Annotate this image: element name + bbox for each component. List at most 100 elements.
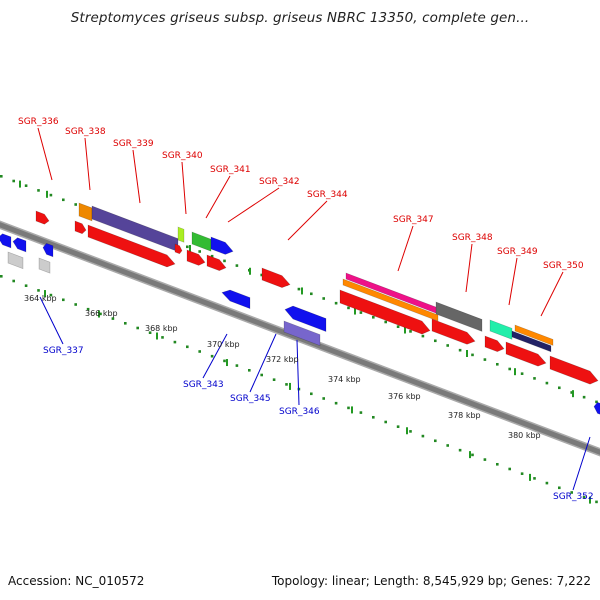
gene-arrow[interactable] — [549, 355, 599, 385]
gene-arrow[interactable] — [221, 289, 251, 310]
scale-dot — [446, 344, 449, 347]
scale-dot — [483, 458, 487, 461]
gene-arrow[interactable] — [38, 257, 51, 274]
gene-label[interactable]: SGR_349 — [497, 247, 538, 257]
gene-label[interactable]: SGR_338 — [65, 127, 106, 137]
gene-arrow[interactable] — [511, 330, 552, 353]
gene-label[interactable]: SGR_347 — [393, 215, 434, 225]
scale-dot — [384, 320, 387, 324]
gene-arrow[interactable] — [339, 289, 431, 335]
scale-dot — [24, 284, 28, 287]
scale-dot — [248, 368, 251, 372]
scale-label: 378 kbp — [448, 411, 481, 420]
gene-labels[interactable]: 364 kbp 366 kbp 368 kbp 370 kbp 372 kbp 374 k… — [18, 117, 594, 502]
page-title: Streptomyces griseus subsp. griseus NBRC… — [70, 10, 530, 26]
gene-arrow[interactable] — [12, 237, 27, 253]
scale-dot — [409, 430, 412, 433]
scale-dot — [136, 326, 139, 330]
scale-dot — [74, 303, 77, 306]
gene-arrow[interactable] — [284, 305, 327, 332]
gene-label[interactable]: SGR_337 — [43, 346, 84, 356]
gene-label[interactable]: SGR_336 — [18, 117, 59, 127]
scale-label: 376 kbp — [388, 392, 421, 401]
scale-dot — [186, 245, 189, 249]
scale-dot — [520, 372, 524, 375]
gene-arrow[interactable] — [514, 324, 554, 346]
scale-dot — [347, 306, 350, 310]
label-leader-line — [397, 225, 414, 272]
scale-dot — [99, 312, 102, 316]
gene-arrow[interactable] — [78, 202, 93, 222]
gene-label[interactable]: SGR_340 — [162, 151, 203, 161]
label-leader-line — [465, 243, 473, 293]
gene-arrow[interactable] — [431, 318, 476, 345]
gene-arrow[interactable] — [261, 267, 291, 288]
gene-arrow[interactable] — [505, 341, 547, 367]
gene-label[interactable]: SGR_339 — [113, 139, 154, 149]
scale-dot — [148, 331, 152, 334]
gene-arrow[interactable] — [186, 249, 206, 266]
label-leader-line — [39, 296, 64, 345]
gene-label[interactable]: SGR_341 — [210, 165, 251, 175]
scale-dot — [508, 367, 511, 371]
scale-dot — [62, 198, 65, 202]
gene-label[interactable]: SGR_342 — [259, 177, 300, 187]
scale-dot — [458, 348, 462, 352]
scale-label: 368 kbp — [145, 324, 178, 333]
label-leader-line — [540, 271, 564, 317]
scale-dot — [446, 444, 449, 447]
gene-arrow[interactable] — [0, 233, 12, 249]
scale-dot — [434, 439, 437, 443]
scale-dot — [421, 334, 425, 338]
genome-summary-text: Topology: linear; Length: 8,545,929 bp; … — [271, 574, 591, 588]
scale-dot — [24, 184, 28, 187]
gene-label[interactable]: SGR_345 — [230, 394, 271, 404]
gene-arrow[interactable] — [593, 401, 600, 415]
scale-dot — [359, 311, 363, 314]
gene-label[interactable]: SGR_346 — [279, 407, 320, 417]
gene-arrow[interactable] — [87, 224, 176, 268]
scale-dot — [37, 289, 40, 292]
gene-arrow[interactable] — [489, 319, 513, 340]
gene-arrow[interactable] — [35, 210, 50, 225]
gene-label[interactable]: SGR_344 — [307, 190, 348, 200]
scale-dot — [310, 292, 313, 296]
scale-dot — [272, 378, 276, 381]
gene-arrow[interactable] — [74, 220, 87, 235]
gene-arrow[interactable] — [210, 236, 234, 255]
label-leader-line — [84, 137, 91, 191]
gene-arrow[interactable] — [191, 231, 212, 252]
gene-arrow[interactable] — [177, 226, 185, 243]
scale-dot — [372, 315, 375, 319]
gene-arrow[interactable] — [7, 251, 24, 270]
gene-arrow[interactable] — [206, 254, 227, 272]
scale-dot — [124, 321, 127, 325]
scale-dot — [297, 287, 301, 291]
scale-dot — [508, 467, 511, 471]
scale-dot — [210, 254, 214, 258]
scale-label: 372 kbp — [266, 355, 299, 364]
scale-dot — [186, 345, 189, 349]
gene-arrow[interactable] — [42, 242, 54, 258]
scale-dot — [421, 434, 425, 438]
scale-dot — [49, 193, 53, 197]
gene-arrow[interactable] — [435, 301, 483, 332]
gene-arrow[interactable] — [174, 243, 183, 255]
label-leader-line — [296, 339, 300, 406]
scale-dot — [545, 381, 549, 385]
gene-arrow[interactable] — [342, 278, 439, 322]
gene-features[interactable] — [0, 202, 600, 416]
gene-label[interactable]: SGR_352 — [553, 492, 594, 502]
gene-arrow[interactable] — [283, 320, 321, 347]
scale-dot — [520, 472, 524, 475]
scale-label: 380 kbp — [508, 431, 541, 440]
gene-arrow[interactable] — [484, 335, 505, 353]
scale-dot — [86, 307, 90, 311]
gene-label[interactable]: SGR_350 — [543, 261, 584, 271]
gene-label[interactable]: SGR_343 — [183, 380, 224, 390]
lower-scale-track — [0, 275, 598, 504]
gene-label[interactable]: SGR_348 — [452, 233, 493, 243]
scale-label: 364 kbp — [24, 294, 57, 303]
scale-dot — [347, 406, 350, 410]
